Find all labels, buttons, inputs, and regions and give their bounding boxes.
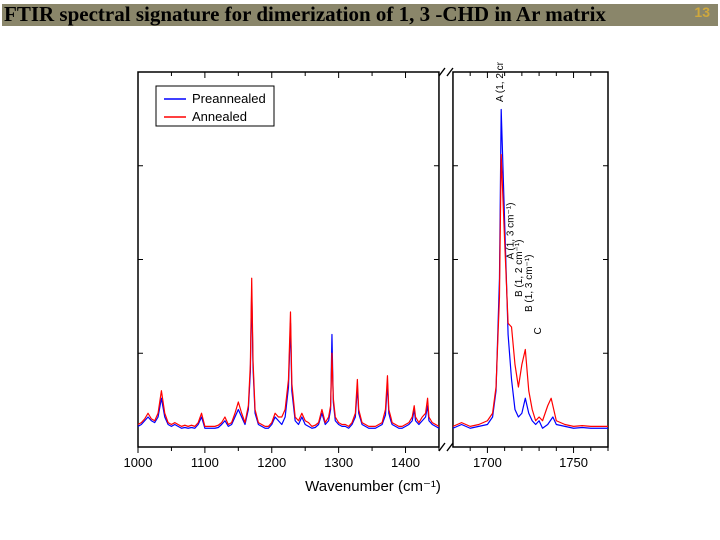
svg-text:A (1, 2 cm⁻¹): A (1, 2 cm⁻¹) <box>495 62 506 102</box>
svg-text:1400: 1400 <box>391 455 420 470</box>
svg-text:1000: 1000 <box>124 455 153 470</box>
page-title: FTIR spectral signature for dimerization… <box>4 2 716 26</box>
title-bar: FTIR spectral signature for dimerization… <box>0 2 720 44</box>
svg-text:1100: 1100 <box>191 455 219 470</box>
page-number: 13 <box>694 4 710 20</box>
svg-text:1750: 1750 <box>559 455 588 470</box>
svg-text:C: C <box>533 327 544 334</box>
svg-text:1700: 1700 <box>473 455 502 470</box>
svg-text:1200: 1200 <box>257 455 286 470</box>
chart-svg: 1000 1100 1200 1300 1400 1700 1750 Wavenumber (… <box>108 62 618 502</box>
svg-text:Wavenumber (cm⁻¹): Wavenumber (cm⁻¹) <box>305 478 441 495</box>
svg-text:B (1, 2 cm⁻¹): B (1, 2 cm⁻¹) <box>514 239 525 297</box>
svg-text:1300: 1300 <box>324 455 353 470</box>
svg-text:Annealed: Annealed <box>192 109 247 124</box>
svg-text:Preannealed: Preannealed <box>192 91 266 106</box>
ftir-chart: 1000 1100 1200 1300 1400 1700 1750 Wavenumber (… <box>108 62 618 502</box>
svg-text:B (1, 3 cm⁻¹): B (1, 3 cm⁻¹) <box>524 254 535 312</box>
